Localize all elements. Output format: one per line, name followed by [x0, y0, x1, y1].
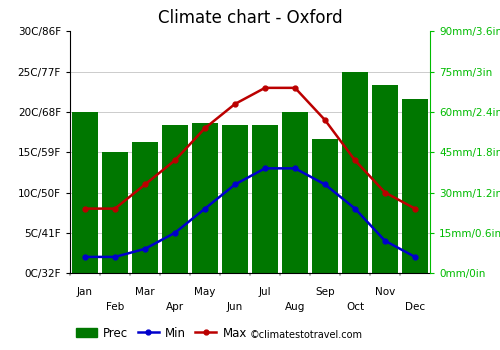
- Bar: [252, 125, 278, 273]
- Text: Mar: Mar: [135, 287, 155, 298]
- Text: Oct: Oct: [346, 302, 364, 312]
- Bar: [372, 85, 398, 273]
- Title: Climate chart - Oxford: Climate chart - Oxford: [158, 9, 342, 27]
- Bar: [162, 125, 188, 273]
- Text: Aug: Aug: [285, 302, 305, 312]
- Legend: Prec, Min, Max: Prec, Min, Max: [76, 327, 246, 340]
- Text: Nov: Nov: [375, 287, 395, 298]
- Bar: [222, 125, 248, 273]
- Text: Jun: Jun: [227, 302, 243, 312]
- Bar: [282, 112, 308, 273]
- Text: Jan: Jan: [77, 287, 93, 298]
- Text: Feb: Feb: [106, 302, 124, 312]
- Bar: [312, 139, 338, 273]
- Text: Sep: Sep: [315, 287, 335, 298]
- Bar: [402, 99, 428, 273]
- Bar: [192, 123, 218, 273]
- Bar: [102, 152, 128, 273]
- Text: Jul: Jul: [258, 287, 272, 298]
- Text: ©climatestotravel.com: ©climatestotravel.com: [250, 329, 363, 340]
- Text: Dec: Dec: [405, 302, 425, 312]
- Bar: [132, 141, 158, 273]
- Text: Apr: Apr: [166, 302, 184, 312]
- Text: May: May: [194, 287, 216, 298]
- Bar: [342, 72, 368, 273]
- Bar: [72, 112, 98, 273]
